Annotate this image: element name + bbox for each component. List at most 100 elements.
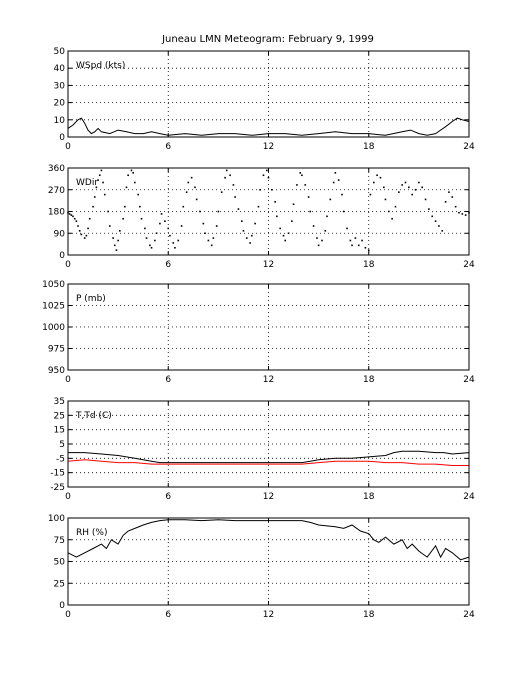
wind-direction-point xyxy=(199,210,201,213)
y-tick-label: 0 xyxy=(59,251,65,261)
y-tick-label: -15 xyxy=(50,469,65,479)
x-tick-label: 6 xyxy=(165,375,171,385)
panel-label: RH (%) xyxy=(76,528,107,538)
wind-direction-point xyxy=(334,172,337,174)
panel-label: WSpd (kts) xyxy=(76,61,125,71)
wind-direction-point xyxy=(190,176,193,179)
wind-direction-point xyxy=(267,176,270,179)
wind-direction-point xyxy=(234,196,236,198)
wind-direction-point xyxy=(132,172,134,174)
y-tick-label: 15 xyxy=(54,426,65,436)
wind-direction-point xyxy=(93,196,96,198)
wind-direction-point xyxy=(108,225,111,227)
wind-direction-point xyxy=(418,181,420,184)
wind-direction-point xyxy=(404,181,407,184)
wind-direction-point xyxy=(346,227,348,230)
panel-relative-humidity: 0 6 12 18 24 0 25 50 75 100 RH (%) xyxy=(48,514,475,620)
wind-direction-point xyxy=(194,186,196,189)
wind-direction-point xyxy=(144,227,146,230)
y-tick-label: 50 xyxy=(54,47,66,57)
wind-direction-point xyxy=(70,214,73,216)
series-line-0 xyxy=(67,519,470,561)
wind-direction-point xyxy=(167,227,170,230)
x-tick-label: 12 xyxy=(263,260,274,270)
series-line-1 xyxy=(67,459,469,466)
wind-direction-point xyxy=(83,237,86,239)
wind-direction-point xyxy=(80,233,83,236)
y-tick-label: -25 xyxy=(50,483,65,493)
y-tick-label: 40 xyxy=(54,64,66,74)
y-tick-label: 10 xyxy=(54,116,66,126)
x-tick-label: 24 xyxy=(463,492,475,502)
x-tick-label: 0 xyxy=(65,610,71,620)
x-tick-label: 0 xyxy=(65,492,71,502)
wind-direction-point xyxy=(316,237,318,239)
x-tick-label: 24 xyxy=(463,375,475,385)
wind-direction-point xyxy=(150,246,153,249)
wind-direction-point xyxy=(249,242,251,244)
x-tick-label: 6 xyxy=(165,260,171,270)
wind-direction-point xyxy=(326,215,328,218)
wind-direction-point xyxy=(342,210,345,213)
wind-direction-point xyxy=(202,222,205,225)
wind-direction-point xyxy=(321,239,323,242)
y-tick-label: 0 xyxy=(59,133,65,143)
wind-direction-point xyxy=(337,179,340,181)
x-tick-label: 6 xyxy=(165,610,171,620)
wind-direction-point xyxy=(434,220,437,222)
wind-direction-point xyxy=(312,225,315,227)
x-tick-label: 24 xyxy=(463,142,475,152)
wind-direction-point xyxy=(172,242,175,244)
x-tick-label: 24 xyxy=(463,610,475,620)
wind-direction-point xyxy=(224,176,226,179)
wind-direction-point xyxy=(240,220,243,222)
wind-direction-point xyxy=(204,232,206,235)
x-tick-label: 18 xyxy=(363,260,375,270)
wind-direction-point xyxy=(149,244,151,247)
x-tick-label: 6 xyxy=(165,142,171,152)
panel-label: T,Td (C) xyxy=(75,411,112,421)
wind-direction-point xyxy=(391,217,393,220)
y-tick-label: 20 xyxy=(54,99,66,109)
x-tick-label: 12 xyxy=(263,142,274,152)
wind-direction-point xyxy=(207,239,210,242)
wind-direction-point xyxy=(95,186,98,189)
wind-direction-point xyxy=(279,227,281,230)
wind-direction-point xyxy=(250,234,253,237)
wind-direction-point xyxy=(229,174,231,177)
wind-direction-point xyxy=(72,215,74,218)
wind-direction-point xyxy=(266,169,268,172)
y-tick-label: 1025 xyxy=(42,302,65,312)
wind-direction-point xyxy=(75,220,78,222)
y-tick-label: 950 xyxy=(48,366,65,376)
wind-direction-point xyxy=(448,191,450,193)
wind-direction-point xyxy=(98,174,101,177)
x-tick-label: 0 xyxy=(65,375,71,385)
wind-direction-point xyxy=(284,239,287,242)
wind-direction-point xyxy=(159,222,161,225)
wind-direction-point xyxy=(301,174,303,177)
x-tick-label: 0 xyxy=(65,260,71,270)
panel-wind-direction: 0 6 12 18 24 0 90 180 270 360 WDir xyxy=(48,164,475,270)
wind-direction-point xyxy=(454,205,457,208)
wind-direction-point xyxy=(169,234,171,237)
wind-direction-point xyxy=(292,203,295,206)
panel-label: P (mb) xyxy=(76,294,106,304)
wind-direction-point xyxy=(431,215,434,218)
wind-direction-point xyxy=(461,213,464,215)
wind-direction-point xyxy=(384,198,387,201)
wind-direction-point xyxy=(287,232,290,235)
wind-direction-point xyxy=(127,174,129,177)
wind-direction-point xyxy=(140,217,143,220)
x-tick-label: 18 xyxy=(363,375,375,385)
wind-direction-point xyxy=(257,205,260,208)
y-tick-label: 100 xyxy=(48,514,65,524)
wind-direction-point xyxy=(137,193,139,196)
wind-direction-point xyxy=(195,198,198,201)
wind-direction-point xyxy=(174,246,176,249)
wind-direction-point xyxy=(125,186,128,189)
wind-direction-point xyxy=(134,181,136,184)
wind-direction-point xyxy=(259,188,261,191)
wind-direction-point xyxy=(458,211,460,214)
